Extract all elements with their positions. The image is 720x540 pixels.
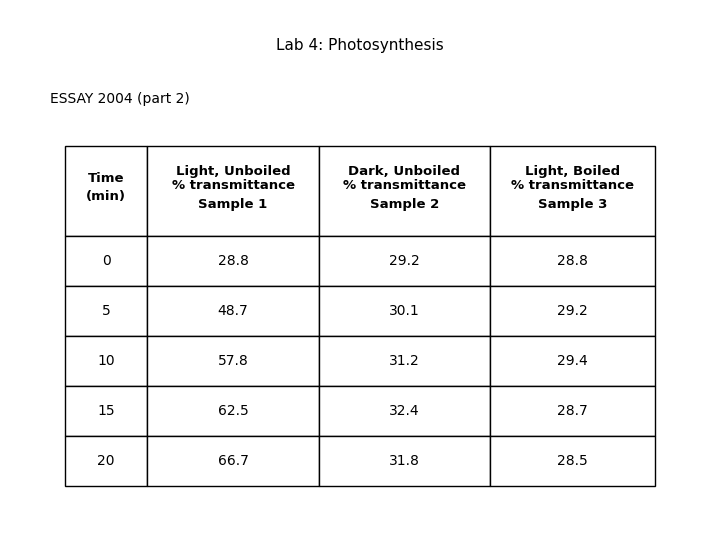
Text: 57.8: 57.8	[217, 354, 248, 368]
Text: 10: 10	[97, 354, 115, 368]
Text: 66.7: 66.7	[217, 454, 248, 468]
Text: (min): (min)	[86, 190, 126, 203]
Text: 0: 0	[102, 254, 110, 268]
Text: 28.8: 28.8	[217, 254, 248, 268]
Text: Dark, Unboiled: Dark, Unboiled	[348, 165, 460, 179]
Text: % transmittance: % transmittance	[511, 179, 634, 192]
Text: Lab 4: Photosynthesis: Lab 4: Photosynthesis	[276, 38, 444, 53]
Text: 29.4: 29.4	[557, 354, 588, 368]
Text: 32.4: 32.4	[389, 404, 420, 418]
Text: ESSAY 2004 (part 2): ESSAY 2004 (part 2)	[50, 92, 190, 106]
Text: Sample 2: Sample 2	[369, 198, 439, 211]
Text: Light, Unboiled: Light, Unboiled	[176, 165, 290, 179]
Text: 31.8: 31.8	[389, 454, 420, 468]
Text: Light, Boiled: Light, Boiled	[525, 165, 620, 179]
Text: Sample 3: Sample 3	[538, 198, 607, 211]
Text: 15: 15	[97, 404, 115, 418]
Text: Sample 1: Sample 1	[199, 198, 268, 211]
Text: 28.5: 28.5	[557, 454, 588, 468]
Text: 30.1: 30.1	[389, 304, 420, 318]
Text: 28.7: 28.7	[557, 404, 588, 418]
Text: % transmittance: % transmittance	[343, 179, 466, 192]
Text: 29.2: 29.2	[557, 304, 588, 318]
Text: 62.5: 62.5	[217, 404, 248, 418]
Text: 20: 20	[97, 454, 115, 468]
Text: % transmittance: % transmittance	[171, 179, 294, 192]
Text: 28.8: 28.8	[557, 254, 588, 268]
Text: Time: Time	[88, 172, 125, 186]
Text: 29.2: 29.2	[389, 254, 420, 268]
Text: 48.7: 48.7	[217, 304, 248, 318]
Text: 5: 5	[102, 304, 110, 318]
Text: 31.2: 31.2	[389, 354, 420, 368]
